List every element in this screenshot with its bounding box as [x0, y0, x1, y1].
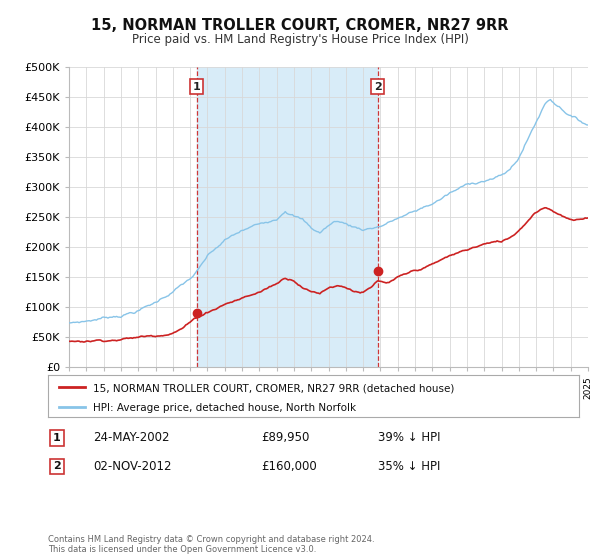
- Text: 39% ↓ HPI: 39% ↓ HPI: [378, 431, 440, 445]
- Text: 2: 2: [374, 82, 382, 92]
- Text: 15, NORMAN TROLLER COURT, CROMER, NR27 9RR: 15, NORMAN TROLLER COURT, CROMER, NR27 9…: [91, 18, 509, 32]
- Text: £160,000: £160,000: [261, 460, 317, 473]
- Text: Price paid vs. HM Land Registry's House Price Index (HPI): Price paid vs. HM Land Registry's House …: [131, 32, 469, 46]
- Text: 24-MAY-2002: 24-MAY-2002: [93, 431, 170, 445]
- Text: 1: 1: [193, 82, 200, 92]
- Text: 02-NOV-2012: 02-NOV-2012: [93, 460, 172, 473]
- Text: 15, NORMAN TROLLER COURT, CROMER, NR27 9RR (detached house): 15, NORMAN TROLLER COURT, CROMER, NR27 9…: [93, 384, 455, 394]
- Text: 2: 2: [53, 461, 61, 472]
- Text: HPI: Average price, detached house, North Norfolk: HPI: Average price, detached house, Nort…: [93, 403, 356, 413]
- Text: 1: 1: [53, 433, 61, 443]
- Text: Contains HM Land Registry data © Crown copyright and database right 2024.
This d: Contains HM Land Registry data © Crown c…: [48, 535, 374, 554]
- Text: 35% ↓ HPI: 35% ↓ HPI: [378, 460, 440, 473]
- Bar: [197, 67, 377, 367]
- Text: £89,950: £89,950: [261, 431, 310, 445]
